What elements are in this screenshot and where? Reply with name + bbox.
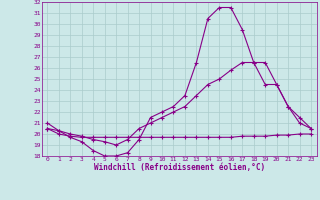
X-axis label: Windchill (Refroidissement éolien,°C): Windchill (Refroidissement éolien,°C) [94,163,265,172]
